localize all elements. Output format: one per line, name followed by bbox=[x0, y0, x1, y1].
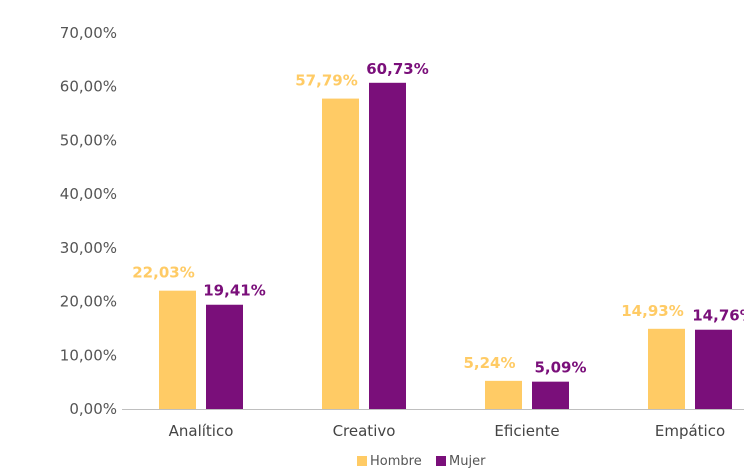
data-label-mujer: 5,09% bbox=[534, 359, 586, 377]
y-tick-label: 40,00% bbox=[60, 185, 117, 203]
bar-mujer-3 bbox=[695, 329, 732, 409]
bars bbox=[159, 82, 732, 409]
y-axis: 0,00% 10,00% 20,00% 30,00% 40,00% 50,00% 60,00… bbox=[60, 24, 117, 418]
bar-hombre-2 bbox=[485, 380, 522, 409]
data-label-hombre: 57,79% bbox=[295, 72, 357, 90]
data-label-hombre: 22,03% bbox=[132, 264, 194, 282]
legend-swatch-mujer bbox=[436, 456, 446, 466]
y-tick-label: 60,00% bbox=[60, 78, 117, 96]
bar-hombre-0 bbox=[159, 290, 196, 409]
y-tick-label: 70,00% bbox=[60, 24, 117, 42]
x-tick-label: Creativo bbox=[333, 422, 396, 440]
bar-mujer-0 bbox=[206, 304, 243, 409]
x-tick-label: Analítico bbox=[169, 422, 234, 440]
bar-hombre-1 bbox=[322, 98, 359, 409]
data-label-hombre: 5,24% bbox=[463, 354, 515, 372]
y-tick-label: 0,00% bbox=[69, 400, 117, 418]
data-label-mujer: 60,73% bbox=[366, 60, 428, 78]
legend-label-hombre: Hombre bbox=[370, 454, 422, 469]
data-label-mujer: 19,41% bbox=[203, 282, 265, 300]
legend-label-mujer: Mujer bbox=[449, 454, 486, 469]
data-label-mujer: 14,76% bbox=[692, 307, 744, 325]
bar-hombre-3 bbox=[648, 328, 685, 409]
y-tick-label: 50,00% bbox=[60, 131, 117, 149]
y-tick-label: 10,00% bbox=[60, 346, 117, 364]
legend-swatch-hombre bbox=[357, 456, 367, 466]
data-labels: 22,03% 57,79% 5,24% 14,93% 19,41% 60,73% 5,09%… bbox=[132, 60, 744, 377]
bar-mujer-1 bbox=[369, 82, 406, 409]
x-tick-label: Eficiente bbox=[494, 422, 559, 440]
y-tick-label: 30,00% bbox=[60, 239, 117, 257]
x-axis: Analítico Creativo Eficiente Empático bbox=[122, 409, 744, 440]
data-label-hombre: 14,93% bbox=[621, 302, 683, 320]
y-tick-label: 20,00% bbox=[60, 293, 117, 311]
x-tick-label: Empático bbox=[655, 422, 725, 440]
legend: Hombre Mujer bbox=[357, 454, 486, 469]
bar-mujer-2 bbox=[532, 381, 569, 409]
